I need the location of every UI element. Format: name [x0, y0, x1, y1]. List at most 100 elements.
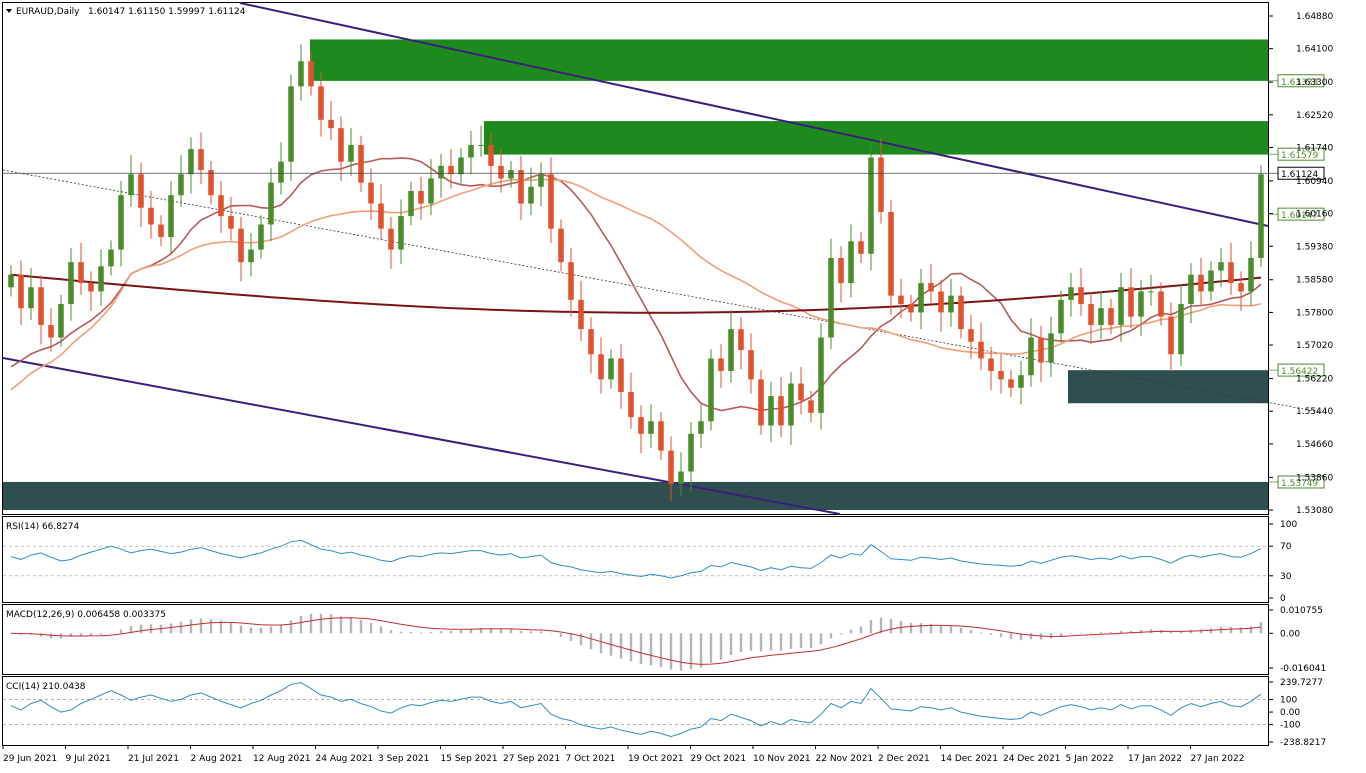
- macd-hist-bar: [100, 633, 102, 634]
- macd-hist-bar: [910, 623, 912, 634]
- candle: [198, 149, 204, 170]
- x-tick-label: 5 Jan 2022: [1066, 754, 1114, 764]
- candle: [158, 224, 164, 237]
- macd-hist-bar: [250, 627, 252, 633]
- cci-title: CCI(14) 210.0438: [6, 682, 86, 692]
- candle: [788, 384, 794, 426]
- candle: [308, 61, 314, 86]
- macd-hist-bar: [600, 633, 602, 653]
- price-tick-label: 1.55440: [1296, 407, 1333, 417]
- zone-2: [484, 121, 1268, 154]
- rsi-panel: RSI(14) 66.8274: [3, 522, 1268, 578]
- rsi-tick-label: 0: [1280, 594, 1286, 604]
- macd-hist-bar: [1200, 629, 1202, 633]
- macd-hist-bar: [460, 630, 462, 633]
- macd-tick-label: -0.016041: [1280, 664, 1326, 674]
- cci-line: [11, 683, 1261, 737]
- candle: [558, 229, 564, 262]
- macd-hist-bar: [640, 633, 642, 664]
- macd-hist-bar: [400, 632, 402, 634]
- price-tick-label: 1.53080: [1296, 506, 1333, 516]
- macd-hist-bar: [1110, 632, 1112, 633]
- macd-hist-bar: [850, 630, 852, 634]
- macd-tick-label: 0.00: [1280, 629, 1300, 639]
- candle: [438, 166, 444, 179]
- candle: [898, 296, 904, 304]
- candle: [38, 287, 44, 325]
- macd-hist-bar: [510, 629, 512, 633]
- macd-hist-bar: [950, 626, 952, 633]
- zone-1: [310, 39, 1268, 80]
- x-tick-label: 19 Oct 2021: [628, 754, 684, 764]
- cci-panel-frame: [3, 677, 1269, 746]
- macd-hist-bar: [1230, 627, 1232, 633]
- price-tick-label: 1.62520: [1296, 111, 1333, 121]
- macd-hist-bar: [940, 625, 942, 633]
- macd-hist-bar: [990, 633, 992, 635]
- candle: [18, 275, 24, 308]
- candle: [148, 208, 154, 225]
- macd-hist-bar: [730, 633, 732, 655]
- macd-hist-bar: [380, 626, 382, 633]
- candle: [1108, 308, 1114, 325]
- macd-hist-bar: [620, 633, 622, 658]
- x-tick-label: 27 Jan 2022: [1191, 754, 1245, 764]
- candle: [908, 304, 914, 312]
- macd-hist-bar: [310, 614, 312, 633]
- candle: [28, 287, 34, 308]
- candle: [848, 241, 854, 283]
- macd-hist-bar: [430, 632, 432, 633]
- candle: [378, 204, 384, 229]
- macd-hist-bar: [590, 633, 592, 649]
- macd-hist-bar: [280, 625, 282, 634]
- candle: [1228, 262, 1234, 283]
- macd-hist-bar: [270, 627, 272, 634]
- candle: [968, 329, 974, 342]
- zones-layer: [3, 39, 1268, 510]
- candle: [1198, 275, 1204, 292]
- candle: [1078, 287, 1084, 304]
- price-tick-label: 1.63300: [1296, 78, 1333, 88]
- macd-hist-bar: [140, 625, 142, 634]
- candle: [1138, 291, 1144, 316]
- candle: [798, 384, 804, 401]
- candle: [538, 174, 544, 187]
- candle: [1038, 338, 1044, 363]
- cci-tick-label: -238.8217: [1280, 738, 1326, 748]
- cci-tick-label: 100: [1280, 696, 1297, 706]
- candle: [488, 145, 494, 166]
- candle: [748, 350, 754, 379]
- candle: [218, 195, 224, 216]
- macd-hist-bar: [980, 632, 982, 633]
- candle: [678, 471, 684, 484]
- candle: [1098, 308, 1104, 325]
- candle: [398, 216, 404, 249]
- macd-hist-bar: [680, 633, 682, 670]
- candle: [568, 262, 574, 300]
- macd-hist-bar: [780, 633, 782, 650]
- candle: [598, 354, 604, 379]
- macd-hist-bar: [120, 629, 122, 633]
- candle: [108, 250, 114, 267]
- candle: [188, 149, 194, 174]
- candle: [998, 371, 1004, 379]
- macd-hist-bar: [870, 620, 872, 633]
- candle: [1008, 379, 1014, 387]
- macd-hist-bar: [260, 628, 262, 633]
- macd-hist-bar: [420, 633, 422, 634]
- dropdown-triangle-icon[interactable]: [6, 9, 12, 13]
- candle: [288, 86, 294, 161]
- ma-mid: [11, 180, 1261, 390]
- macd-hist-bar: [750, 633, 752, 650]
- channel-upper-line: [240, 3, 1268, 226]
- macd-hist-bar: [720, 633, 722, 659]
- candle: [778, 396, 784, 425]
- macd-hist-bar: [240, 625, 242, 633]
- candle: [688, 434, 694, 472]
- candle: [1258, 174, 1264, 258]
- candle: [728, 329, 734, 371]
- candle: [708, 358, 714, 421]
- macd-hist-bar: [800, 633, 802, 648]
